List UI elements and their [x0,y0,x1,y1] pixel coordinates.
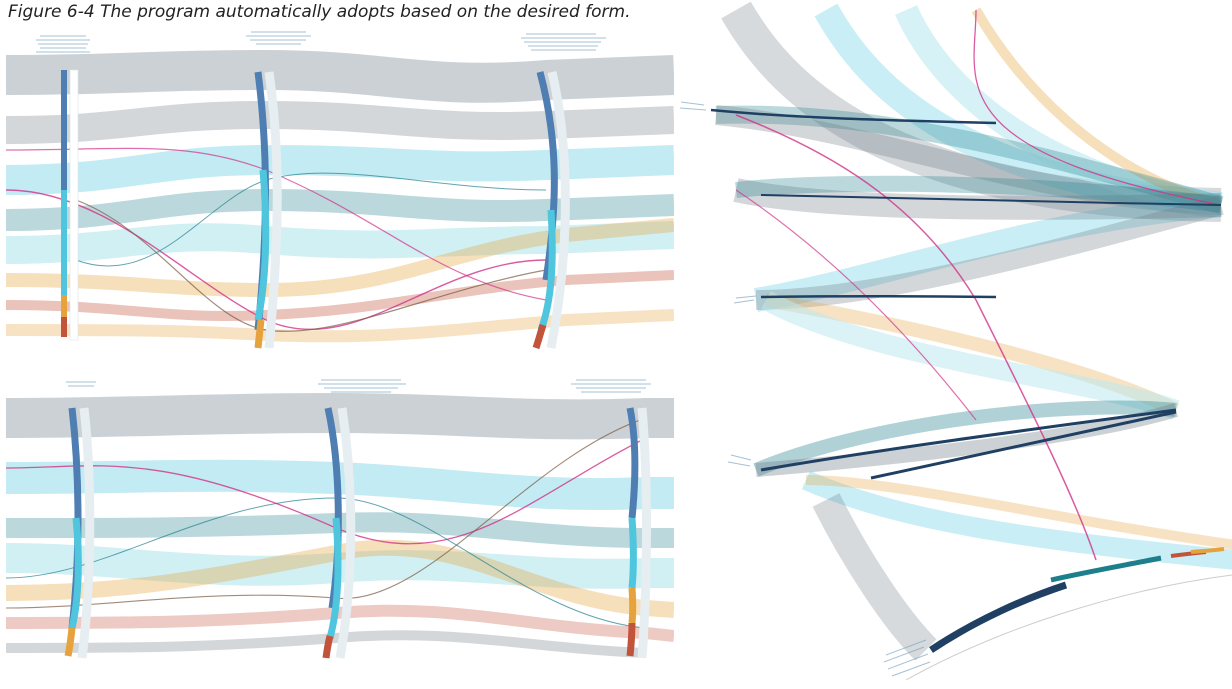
parallel-sets-diagram-top [6,31,674,350]
parallel-sets-panel-top-left [6,30,674,350]
axis-heading-2 [246,31,311,45]
radial-labels [679,101,931,677]
ribbon-layer [6,49,674,343]
axis-bar-3 [532,70,570,350]
parallel-sets-panel-bottom-left [6,378,674,668]
axis-bar-1 [61,69,79,341]
axis-heading-4 [66,381,96,387]
radial-parallel-sets-panel [676,0,1232,689]
axis-bar-2 [254,71,282,349]
radial-outer-category-arc [905,547,1232,681]
axis-heading-6 [571,379,651,393]
parallel-sets-diagram-bottom [6,379,674,659]
radial-axis-nodes [710,108,1222,480]
figure-caption: Figure 6-4 The program automatically ado… [8,2,631,22]
axis-heading-5 [318,379,406,393]
axis-heading-1 [36,35,90,53]
axis-bar-4 [64,407,95,659]
axis-bar-6 [626,407,651,659]
axis-bar-5 [322,407,356,659]
radial-ribbon-layer [715,1,1232,661]
radial-parallel-sets-diagram [679,1,1232,681]
axis-heading-3 [521,33,606,51]
